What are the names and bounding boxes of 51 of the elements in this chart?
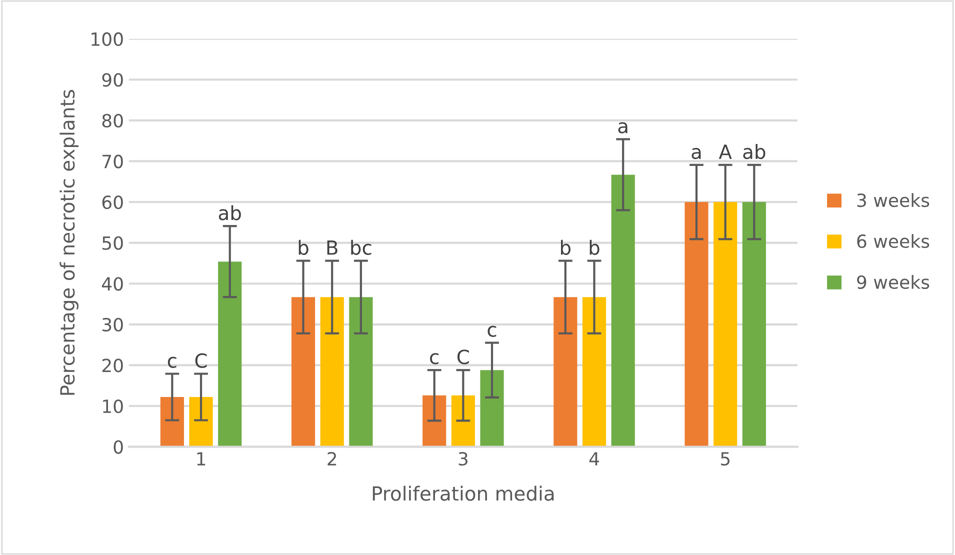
y-tick-label: 90 <box>102 73 123 87</box>
data-label: c <box>488 326 496 337</box>
bar <box>422 395 446 447</box>
data-label: B <box>327 240 338 255</box>
bar <box>582 297 606 447</box>
data-label: c <box>168 356 176 368</box>
data-label: ab <box>743 144 766 160</box>
bar <box>291 297 316 447</box>
data-label: ab <box>218 205 241 220</box>
legend-label: 6 weeks <box>857 234 930 248</box>
x-tick-label: 3 <box>458 452 468 466</box>
y-tick-label: 10 <box>103 399 123 414</box>
data-label: A <box>718 144 732 159</box>
y-tick-label: 80 <box>102 114 123 128</box>
y-tick-label: 30 <box>102 318 123 332</box>
data-label: a <box>618 122 628 134</box>
y-axis-title: Percentage of necrotic explants <box>60 90 78 395</box>
bar <box>160 397 184 447</box>
y-tick-label: 70 <box>102 154 123 168</box>
y-tick-label: 100 <box>92 32 123 46</box>
legend-label: 3 weeks <box>857 193 930 208</box>
data-label: a <box>692 148 701 160</box>
data-label: bc <box>351 240 372 255</box>
bar <box>349 297 373 447</box>
x-tick-label: 5 <box>720 452 730 466</box>
bar <box>684 202 708 447</box>
x-tick-label: 2 <box>328 452 336 466</box>
bar <box>611 174 635 447</box>
y-tick-label: 50 <box>102 236 123 250</box>
y-tick-label: 20 <box>102 358 123 372</box>
y-tick-label: 40 <box>102 277 123 291</box>
data-label: c <box>430 353 438 364</box>
x-tick-label: 1 <box>197 452 206 466</box>
bar <box>742 202 766 447</box>
data-label: b <box>590 240 600 255</box>
bar <box>554 297 578 447</box>
legend-label: 9 weeks <box>857 275 930 289</box>
y-tick-label: 60 <box>102 195 123 210</box>
data-label: C <box>457 350 469 364</box>
x-axis-title: Proliferation media <box>372 486 554 501</box>
bar <box>320 297 344 447</box>
data-label: C <box>195 353 207 368</box>
data-label: b <box>298 240 308 255</box>
bar <box>189 397 213 447</box>
data-label: b <box>561 240 571 255</box>
bar <box>218 262 242 447</box>
bar <box>714 202 738 447</box>
bar <box>451 395 475 447</box>
bar <box>480 370 504 447</box>
x-tick-label: 4 <box>589 452 599 466</box>
y-tick-label: 0 <box>114 440 123 454</box>
